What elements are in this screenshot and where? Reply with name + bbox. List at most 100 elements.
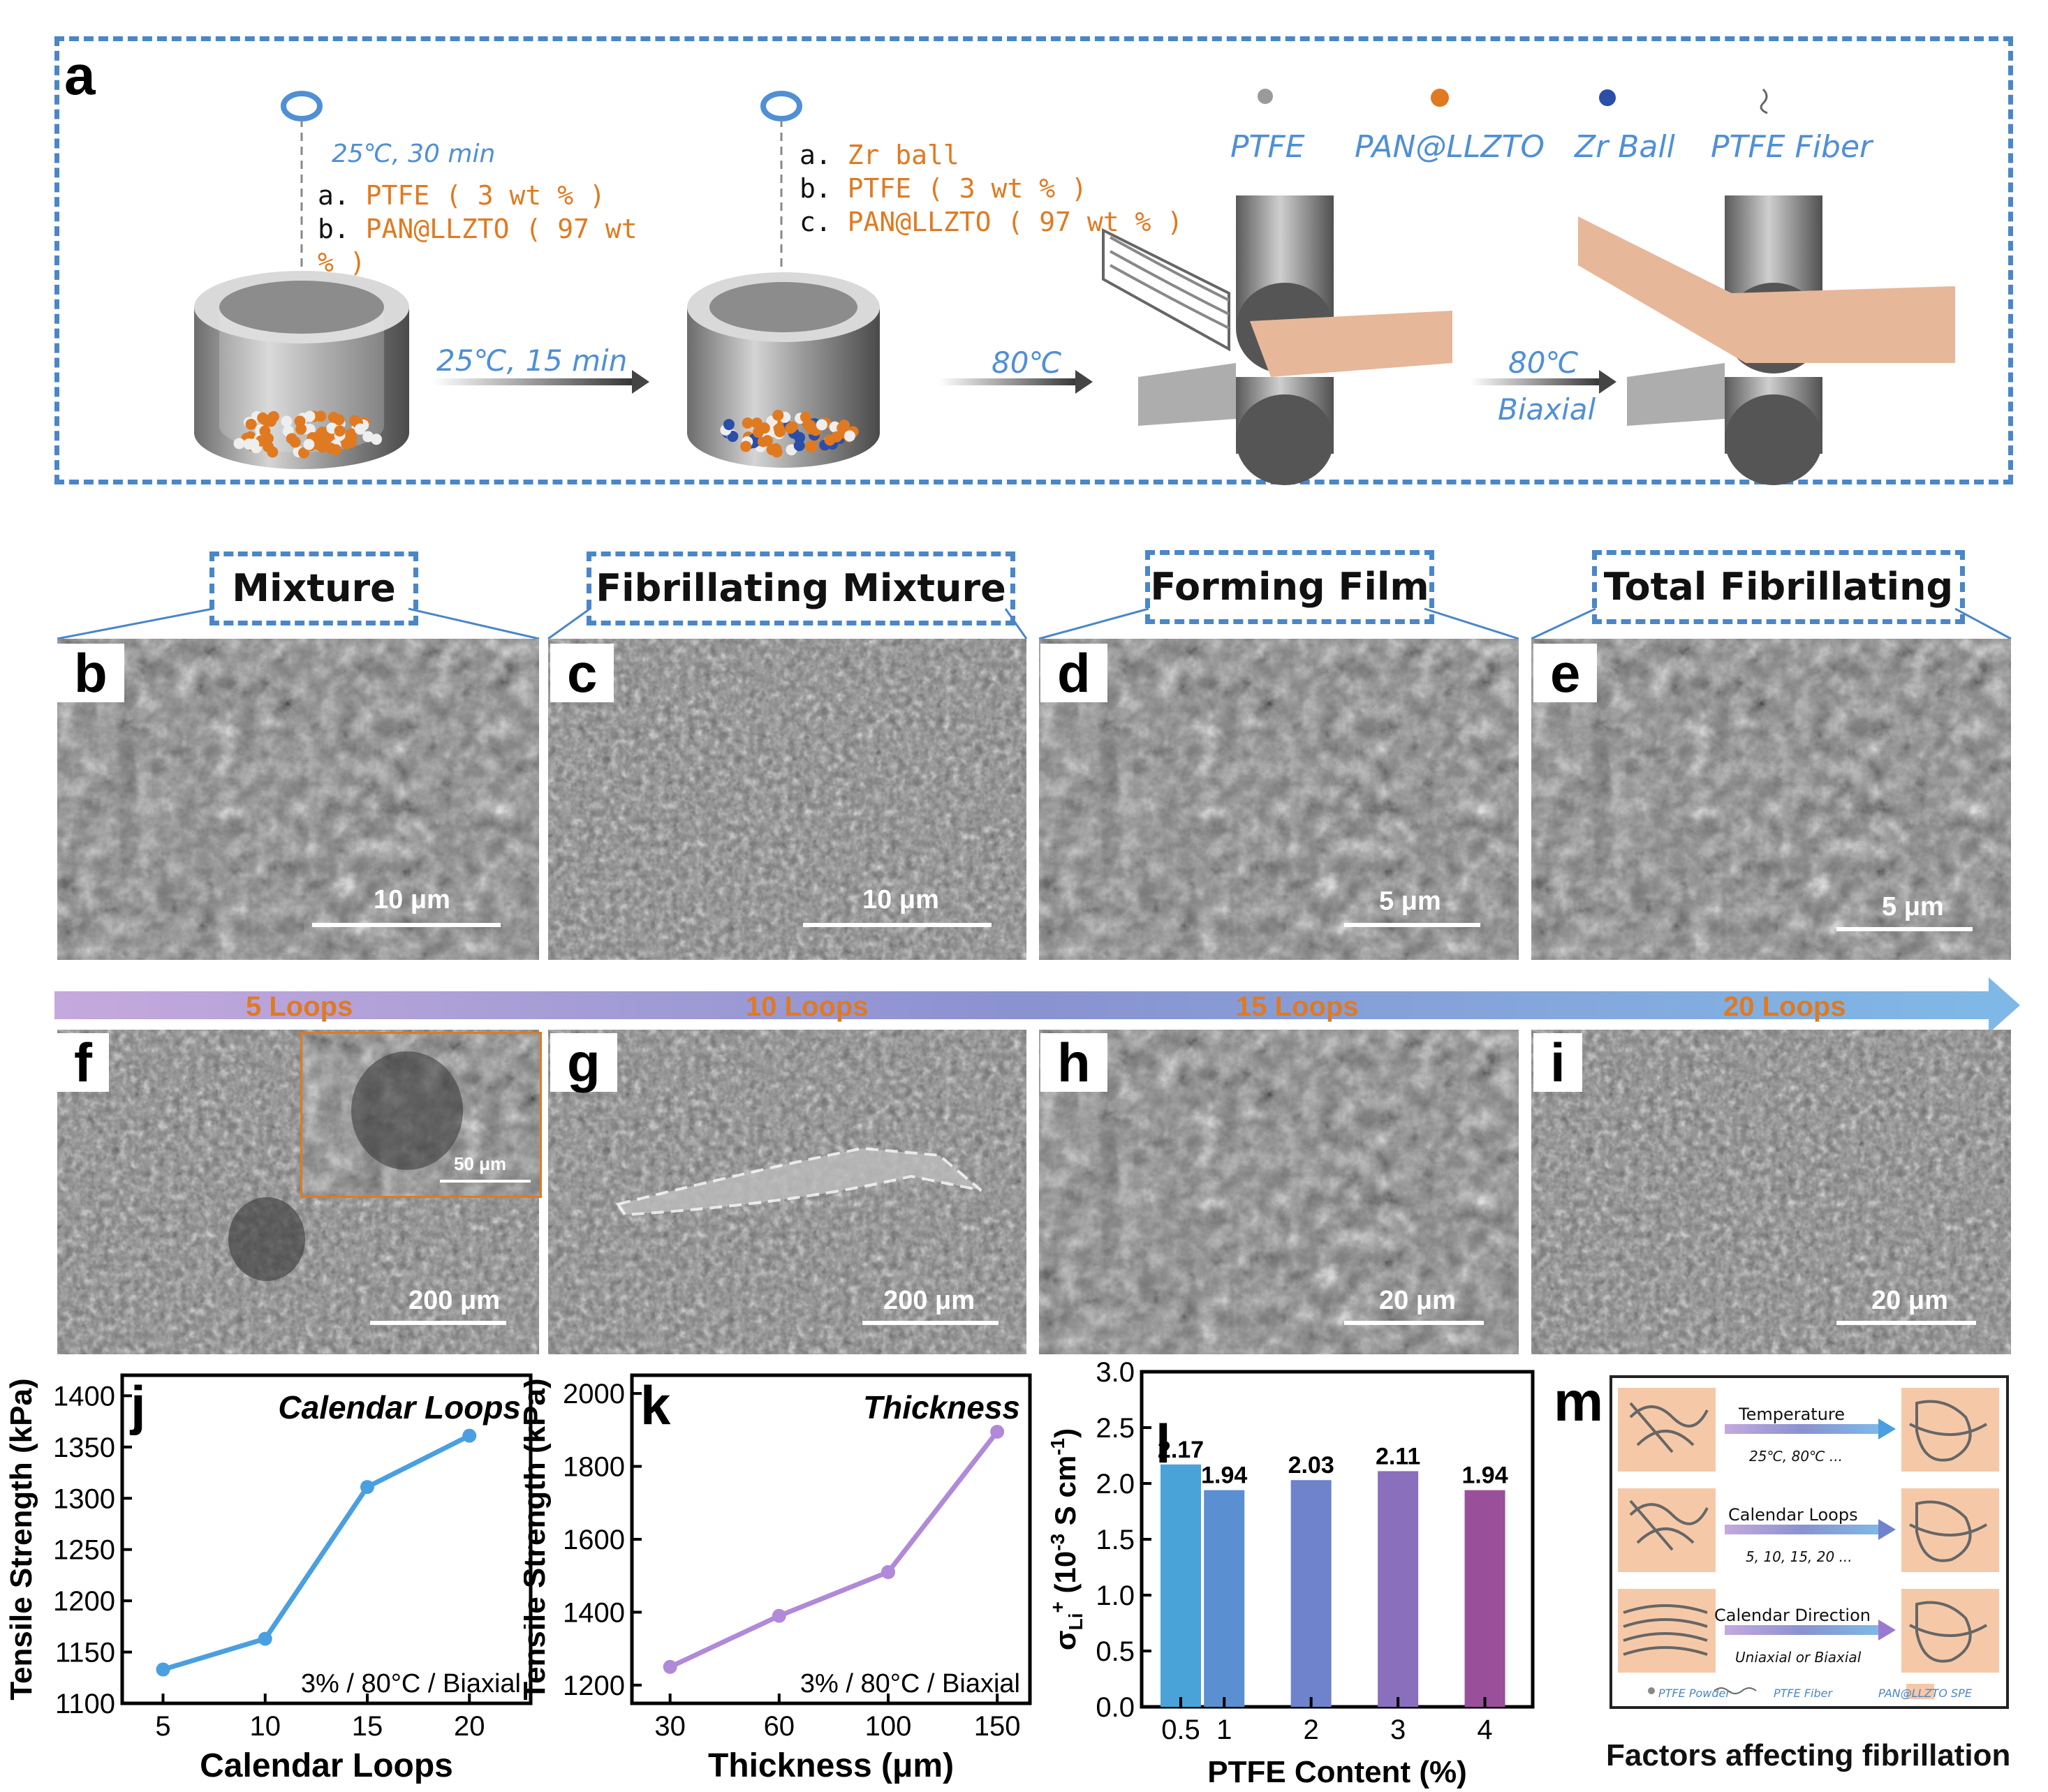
bar-value-label: 2.11 — [1376, 1443, 1420, 1469]
data-point — [990, 1424, 1005, 1439]
panel-m-letter: m — [1554, 1370, 1604, 1432]
scale-bar-f — [370, 1321, 506, 1325]
scale-bar-h — [1344, 1321, 1484, 1325]
x-tick-label: 10 — [250, 1711, 281, 1742]
m-row-3-sub: Uniaxial or Biaxial — [1735, 1649, 1862, 1666]
x-axis-label: Thickness (μm) — [708, 1747, 954, 1784]
bar — [1204, 1490, 1245, 1707]
scale-bar-i — [1836, 1321, 1976, 1325]
loop-label-5: 5 Loops — [246, 991, 353, 1022]
scale-bar-e — [1836, 927, 1973, 931]
panel-m-caption: Factors affecting fibrillation — [1606, 1738, 2011, 1772]
y-axis-label: Tensile Strength (kPa) — [4, 1378, 38, 1700]
arrow3-label-direction: Biaxial — [1498, 392, 1596, 427]
sem-letter-g: g — [550, 1033, 617, 1092]
y-tick-label: 1.0 — [1096, 1580, 1135, 1611]
particle — [315, 410, 327, 422]
stage-mixture: Mixture — [209, 551, 418, 625]
inset-scale-label-f: 50 μm — [454, 1153, 507, 1174]
particle — [341, 438, 353, 450]
particle — [354, 423, 366, 435]
bar — [1290, 1480, 1332, 1707]
sem-image-c — [548, 639, 1026, 960]
particle — [773, 423, 785, 435]
sem-image-e — [1531, 639, 2011, 960]
mixer-cylinder-2 — [687, 272, 880, 468]
loop-label-20: 20 Loops — [1723, 991, 1846, 1022]
stage-connector-lines — [57, 607, 2012, 640]
particle — [327, 411, 339, 423]
bar-value-label: 1.94 — [1461, 1463, 1508, 1489]
sem-letter-b: b — [57, 644, 124, 702]
arrow3-label-temp: 80℃ — [1508, 346, 1579, 380]
chart-annotation: 3% / 80°C / Biaxial — [301, 1669, 521, 1698]
panel-a — [54, 36, 2013, 484]
ptfe-legend-marker — [1258, 89, 1273, 104]
particle — [824, 434, 836, 446]
y-tick-label: 2.0 — [1096, 1469, 1135, 1499]
chart-annotation: 3% / 80°C / Biaxial — [800, 1669, 1020, 1698]
particle — [742, 417, 753, 429]
step1-item-a: a. PTFE ( 3 wt % ) — [318, 180, 605, 211]
data-point — [156, 1662, 170, 1677]
y-tick-label: 1250 — [53, 1535, 115, 1566]
scale-label-f: 200 μm — [408, 1286, 500, 1315]
sem-image-g — [548, 1030, 1026, 1354]
pan-llzto-legend-marker — [1431, 89, 1449, 107]
particle — [766, 444, 778, 456]
arrow2-label: 80℃ — [992, 346, 1062, 380]
particle — [248, 438, 260, 450]
arrow1-label: 25℃, 15 min — [436, 343, 628, 378]
y-tick-label: 1800 — [563, 1452, 625, 1483]
panel-letter: l — [1156, 1413, 1171, 1474]
x-tick-label: 5 — [155, 1711, 170, 1742]
bar — [1464, 1490, 1505, 1707]
data-point — [360, 1480, 374, 1495]
particle — [303, 438, 315, 450]
x-tick-label: 0.5 — [1161, 1715, 1200, 1745]
y-tick-label: 1350 — [53, 1432, 115, 1463]
panel-letter: j — [129, 1375, 146, 1436]
m-row-1-title: Temperature — [1739, 1405, 1846, 1424]
particle — [286, 433, 297, 445]
y-tick-label: 2.5 — [1096, 1413, 1135, 1444]
sem-image-d — [1039, 639, 1519, 960]
sem-letter-c: c — [550, 644, 614, 702]
step1-conditions: 25℃, 30 min — [332, 140, 496, 168]
panel-letter: k — [640, 1375, 671, 1436]
x-tick-label: 3 — [1390, 1715, 1406, 1745]
loops-arrow — [54, 977, 2020, 1033]
bar-value-label: 2.17 — [1158, 1437, 1204, 1463]
particle — [785, 422, 797, 434]
particle — [233, 438, 245, 450]
m-row-3-title: Calendar Direction — [1714, 1606, 1871, 1625]
m-legend-ptfe-powder: PTFE Powder — [1658, 1687, 1730, 1700]
particle — [793, 440, 805, 452]
scale-label-b: 10 μm — [374, 885, 450, 914]
x-tick-label: 4 — [1477, 1715, 1492, 1745]
x-tick-label: 100 — [865, 1711, 912, 1742]
y-tick-label: 1200 — [53, 1586, 115, 1617]
data-point — [462, 1428, 477, 1443]
particle — [740, 440, 752, 452]
x-tick-label: 2 — [1304, 1715, 1319, 1745]
y-tick-label: 1300 — [53, 1483, 115, 1514]
m-legend-spe: PAN@LLZTO SPE — [1878, 1687, 1972, 1700]
data-point — [772, 1608, 786, 1623]
y-tick-label: 1200 — [563, 1671, 625, 1701]
particle — [245, 418, 257, 430]
particle — [265, 415, 277, 427]
sem-letter-h: h — [1040, 1033, 1107, 1092]
particle — [323, 431, 334, 443]
m-row-2-sub: 5, 10, 15, 20 ... — [1746, 1548, 1852, 1565]
stage-fibrillating-mixture: Fibrillating Mixture — [587, 551, 1015, 625]
particle — [267, 446, 279, 458]
legend-pan-llzto: PAN@LLZTO — [1355, 129, 1545, 165]
bar-value-label: 2.03 — [1288, 1452, 1334, 1479]
loop-label-10: 10 Loops — [746, 991, 869, 1022]
panel-a-letter: a — [64, 44, 96, 106]
roller-pair-2 — [1578, 195, 1955, 485]
ptfe-fiber-legend-marker — [1760, 88, 1768, 114]
particle — [334, 425, 346, 437]
y-tick-label: 3.0 — [1096, 1358, 1135, 1388]
